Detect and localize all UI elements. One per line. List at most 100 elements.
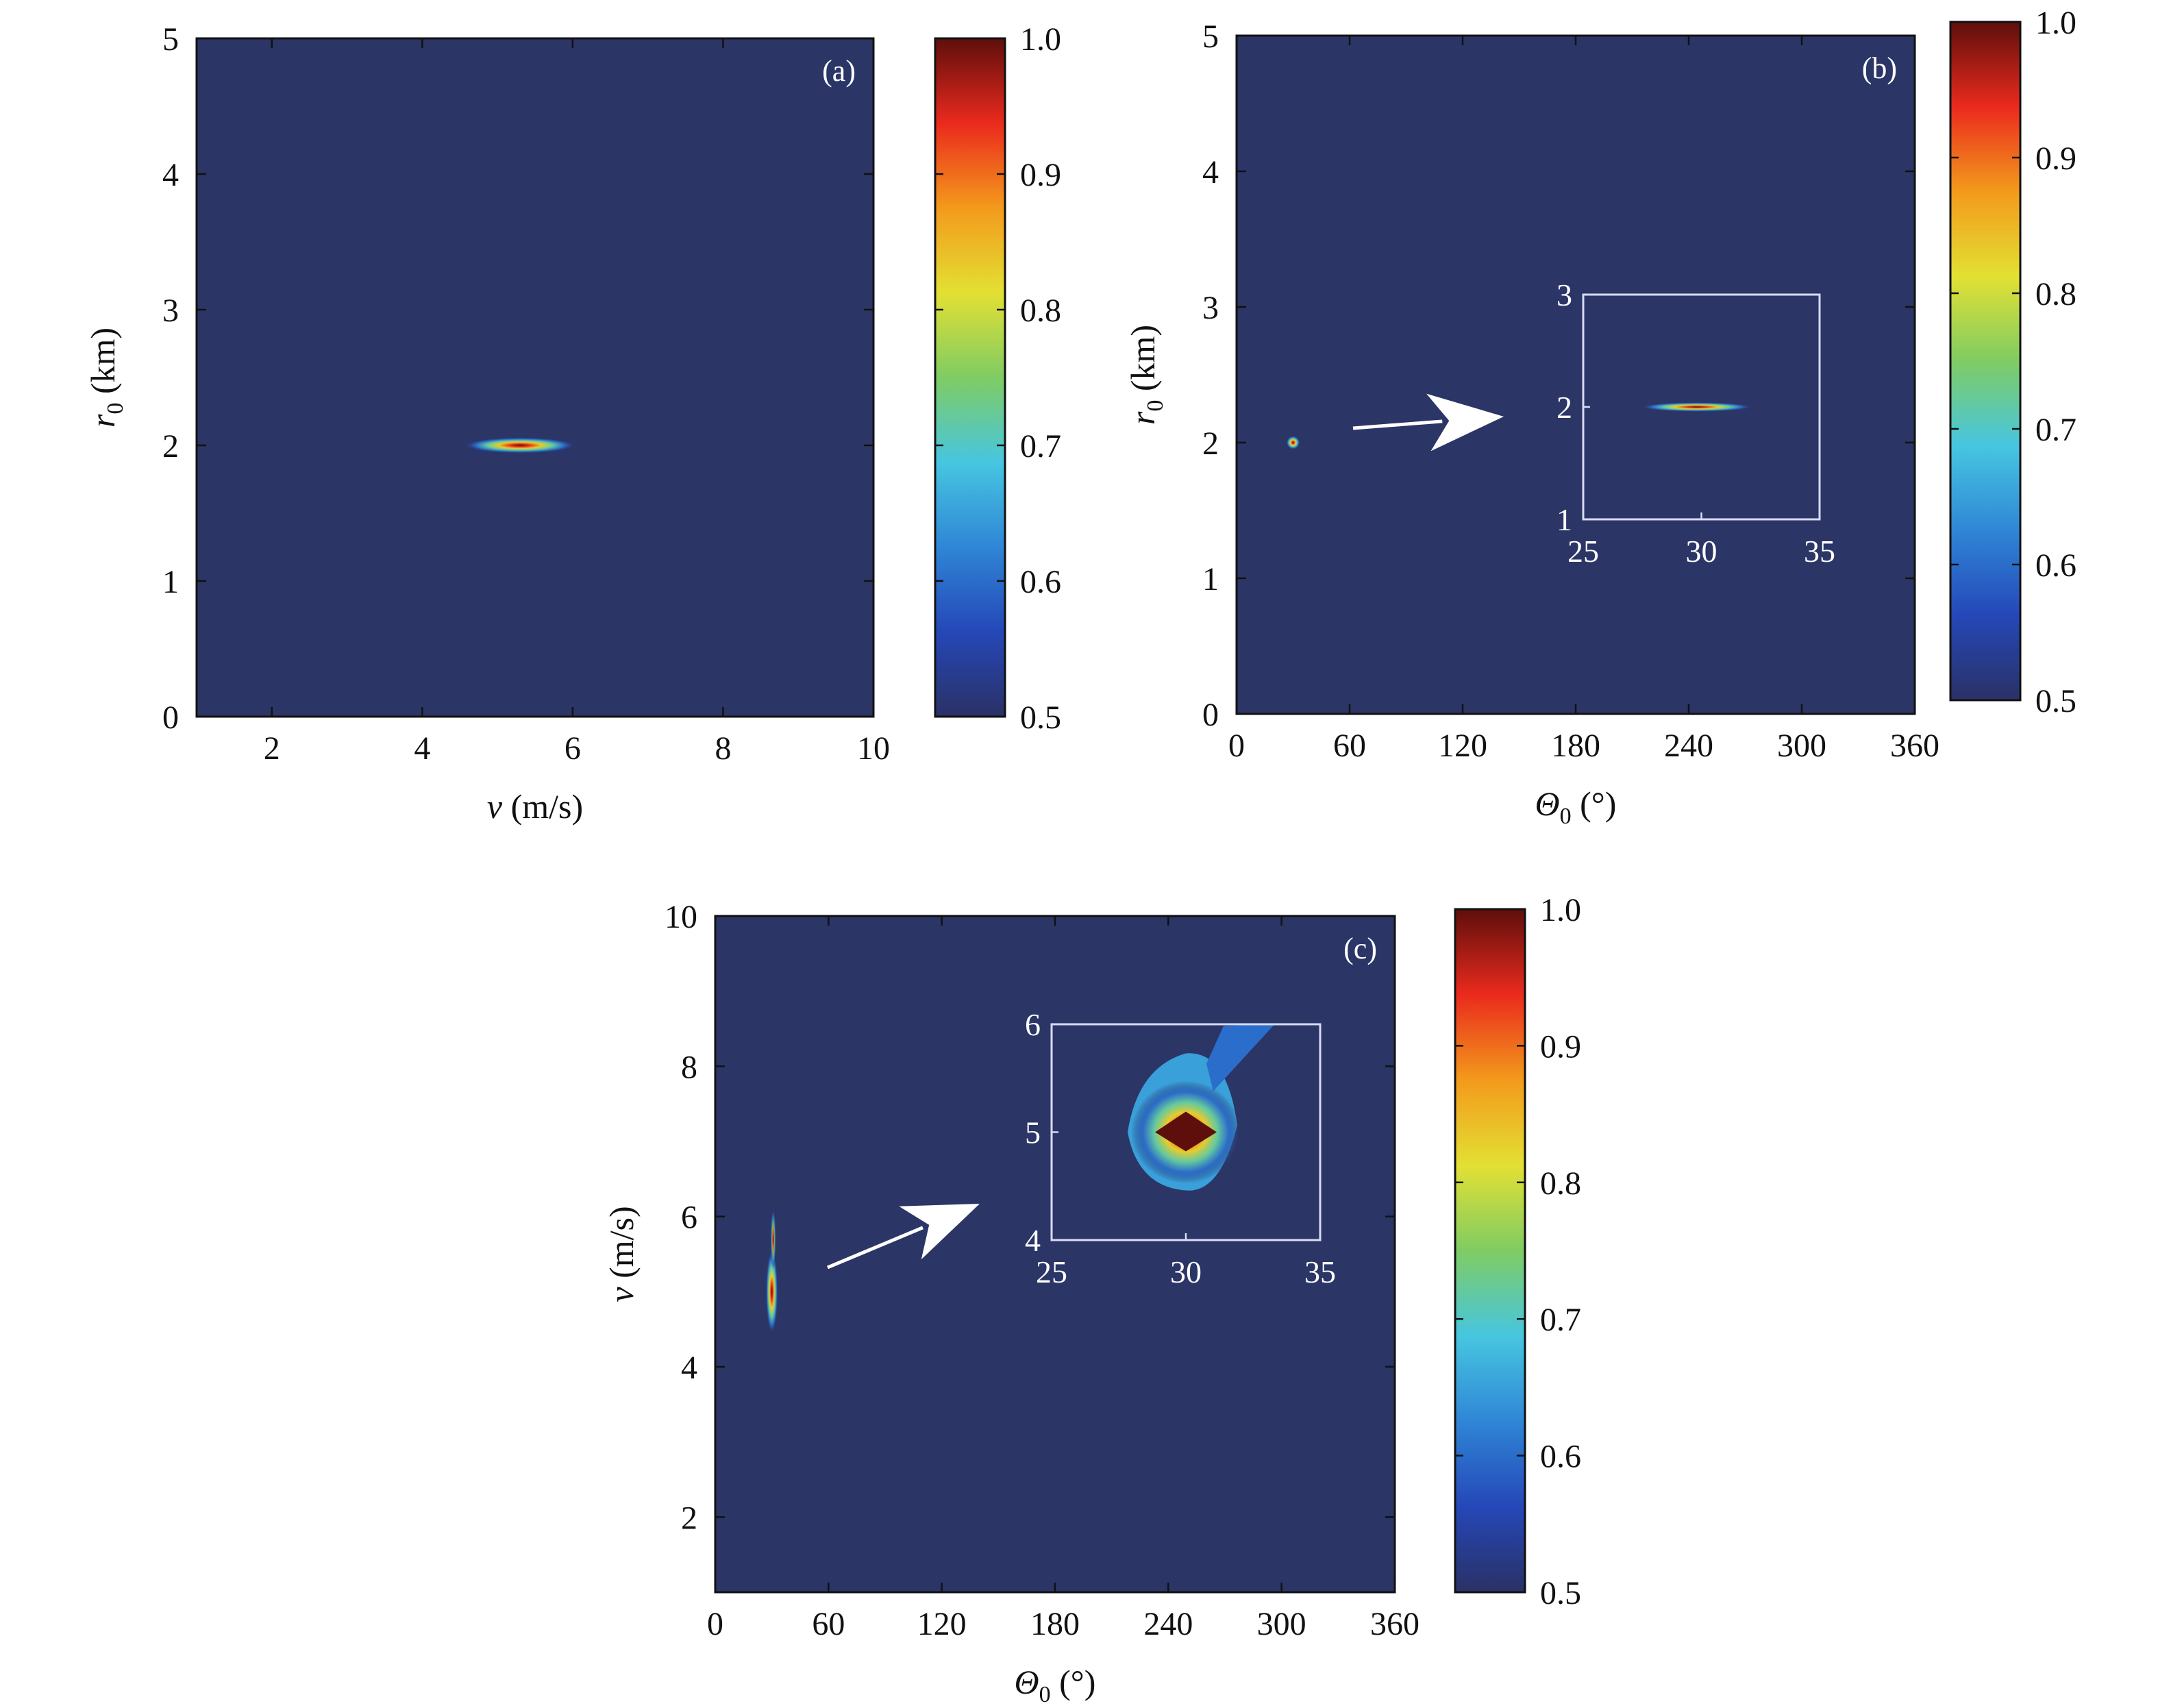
x-tick-label: 180 xyxy=(1030,1606,1080,1642)
x-tick-label: 120 xyxy=(1438,728,1487,764)
inset: 25 30 35 4 5 6 xyxy=(1025,1007,1336,1289)
x-axis-label: v (m/s) xyxy=(487,787,583,826)
axis-label-variable: v xyxy=(487,787,503,826)
y-tick-label: 3 xyxy=(162,293,179,329)
x-tick-label: 180 xyxy=(1551,728,1600,764)
arrow-head xyxy=(899,1204,980,1260)
colorbar: 0.5 0.6 0.7 0.8 0.9 1.0 xyxy=(1454,892,1581,1611)
y-tick-label: 6 xyxy=(681,1200,697,1236)
colorbar-tick-label: 0.9 xyxy=(2035,140,2076,177)
y-tick-label: 4 xyxy=(681,1350,697,1386)
colorbar-gradient-bar xyxy=(1949,21,2022,702)
colorbar-tick-label: 0.7 xyxy=(1020,428,1061,465)
x-tick-label: 0 xyxy=(707,1606,723,1642)
colorbar: 0.5 0.6 0.7 0.8 0.9 1.0 xyxy=(934,21,1061,736)
inset-y-tick-label: 3 xyxy=(1557,277,1572,312)
inset-x-tick-label: 25 xyxy=(1567,534,1599,569)
y-tick-label: 4 xyxy=(162,157,179,193)
colorbar-tick-label: 0.5 xyxy=(1540,1575,1581,1611)
colorbar-tick-label: 0.6 xyxy=(2035,547,2076,584)
y-axis-label: r0 (km) xyxy=(84,327,128,428)
heatmap-peak xyxy=(1286,436,1300,449)
colorbar-tick-label: 0.8 xyxy=(1020,293,1061,329)
colorbar-tick-label: 0.6 xyxy=(1540,1439,1581,1475)
axis-label-subscript: 0 xyxy=(103,403,128,414)
y-tick-label: 5 xyxy=(162,21,179,58)
x-tick-label: 2 xyxy=(264,730,280,767)
inset-x-tick-label: 35 xyxy=(1804,534,1835,569)
inset-y-tick-label: 1 xyxy=(1557,502,1572,537)
axis-label-unit: (°) xyxy=(1051,1663,1096,1701)
x-axis-label: Θ0 (°) xyxy=(1535,784,1617,829)
y-tick-label: 4 xyxy=(1202,154,1219,190)
y-axis-label: r0 (km) xyxy=(1124,325,1168,425)
colorbar-tick-label: 0.7 xyxy=(1540,1302,1581,1338)
y-tick-label: 1 xyxy=(1202,561,1219,597)
x-tick-label: 300 xyxy=(1777,728,1826,764)
inset: 25 30 35 1 2 3 xyxy=(1557,277,1835,569)
inset-y-tick-label: 2 xyxy=(1557,390,1572,425)
y-tick-label: 0 xyxy=(162,700,179,736)
inset-y-tick-label: 4 xyxy=(1025,1223,1041,1258)
axis-label-unit: (km) xyxy=(1124,325,1162,400)
x-tick-label: 8 xyxy=(715,730,731,767)
arrow-shaft xyxy=(827,1226,923,1270)
y-tick-label: 3 xyxy=(1202,290,1219,326)
colorbar-gradient-bar xyxy=(1454,908,1526,1594)
inset-pointer-arrow xyxy=(827,1204,980,1270)
axis-label-unit: (m/s) xyxy=(502,787,583,826)
heatmap-peak xyxy=(765,1249,778,1335)
colorbar-tick-label: 1.0 xyxy=(1540,892,1581,928)
axis-label-variable: Θ xyxy=(1535,784,1560,823)
heatmap-peak xyxy=(463,437,577,454)
axis-label-subscript: 0 xyxy=(1560,804,1572,829)
panel-tag: (b) xyxy=(1862,51,1897,85)
panel-tag: (c) xyxy=(1343,932,1377,965)
inset-peak xyxy=(1639,402,1754,412)
axis-label-variable: r xyxy=(84,414,122,428)
colorbar-tick-label: 0.5 xyxy=(2035,683,2076,719)
x-tick-label: 60 xyxy=(1333,728,1366,764)
inset-x-tick-label: 35 xyxy=(1304,1254,1336,1289)
y-tick-label: 2 xyxy=(162,428,179,465)
x-tick-label: 6 xyxy=(565,730,581,767)
inset-x-tick-label: 25 xyxy=(1036,1254,1067,1289)
y-tick-label: 2 xyxy=(1202,425,1219,462)
inset-x-tick-label: 30 xyxy=(1686,534,1717,569)
heatmap-background xyxy=(715,916,1395,1592)
arrow-shaft xyxy=(1352,419,1443,430)
y-tick-label: 0 xyxy=(1202,697,1219,733)
x-tick-label: 10 xyxy=(857,730,890,767)
axis-label-unit: (m/s) xyxy=(602,1206,641,1287)
x-tick-label: 4 xyxy=(414,730,430,767)
axis-label-subscript: 0 xyxy=(1143,400,1168,412)
colorbar-tick-label: 0.8 xyxy=(1540,1165,1581,1202)
x-tick-label: 120 xyxy=(917,1606,967,1642)
heatmap-background xyxy=(197,38,873,717)
y-axis-label: v (m/s) xyxy=(602,1206,641,1302)
axis-label-subscript: 0 xyxy=(1039,1682,1051,1707)
x-tick-label: 60 xyxy=(812,1606,845,1642)
colorbar-tick-label: 0.5 xyxy=(1020,700,1061,736)
arrow-head xyxy=(1426,393,1504,451)
inset-x-tick-label: 30 xyxy=(1170,1254,1202,1289)
heatmap-peak-tail xyxy=(770,1208,776,1270)
axis-label-unit: (°) xyxy=(1572,784,1617,823)
y-tick-label: 1 xyxy=(162,564,179,600)
colorbar-tick-label: 0.6 xyxy=(1020,564,1061,600)
inset-y-tick-label: 6 xyxy=(1025,1007,1041,1042)
x-tick-label: 360 xyxy=(1370,1606,1419,1642)
y-tick-label: 5 xyxy=(1202,18,1219,55)
inset-y-tick-label: 5 xyxy=(1025,1115,1041,1150)
inset-peak-core xyxy=(1155,1111,1217,1152)
x-tick-label: 360 xyxy=(1890,728,1939,764)
panel-tag: (a) xyxy=(822,54,856,88)
x-axis-label: Θ0 (°) xyxy=(1015,1663,1096,1707)
colorbar-tick-label: 1.0 xyxy=(1020,21,1061,58)
colorbar-gradient-bar xyxy=(934,37,1006,718)
axis-label-unit: (km) xyxy=(84,327,122,403)
x-tick-label: 240 xyxy=(1143,1606,1193,1642)
inset-peak-tail xyxy=(1206,1024,1275,1091)
